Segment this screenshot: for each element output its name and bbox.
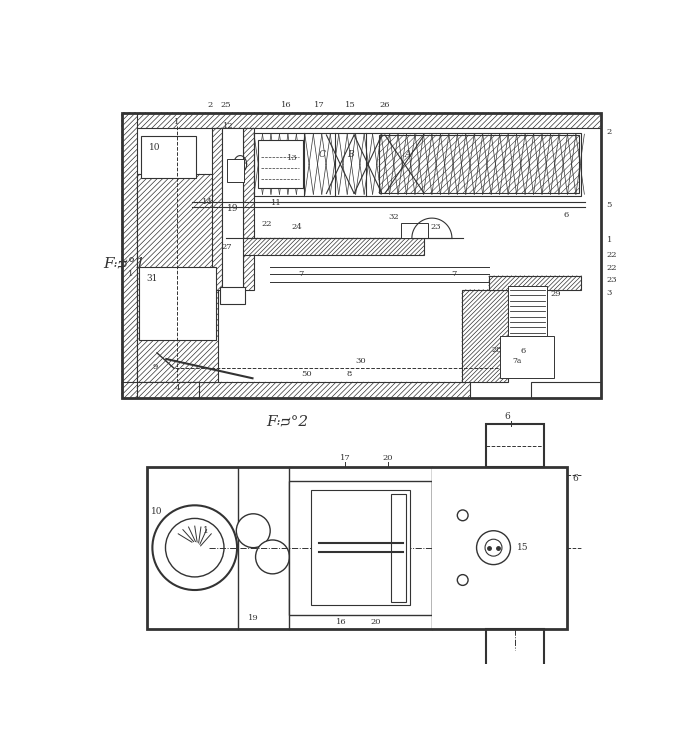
Text: 7: 7 (298, 270, 304, 278)
Bar (432, 467, 567, 629)
Text: 30: 30 (355, 357, 365, 365)
Text: 16: 16 (281, 101, 292, 109)
Text: 2: 2 (607, 128, 612, 136)
Text: 19: 19 (248, 614, 258, 621)
Text: 11: 11 (271, 199, 281, 207)
Text: B: B (347, 151, 354, 160)
Bar (401, 223, 428, 238)
Text: 25: 25 (220, 101, 231, 109)
Bar (122, 113, 137, 398)
Bar (486, 629, 543, 671)
Text: 6: 6 (504, 413, 510, 421)
Text: 4: 4 (174, 384, 180, 392)
Text: 28: 28 (491, 346, 502, 354)
Text: 20: 20 (371, 618, 382, 627)
Text: 50: 50 (301, 371, 312, 378)
Text: Fᴞ°2: Fᴞ°2 (266, 414, 309, 428)
Text: 10: 10 (150, 507, 162, 516)
Bar (213, 128, 222, 289)
Bar (227, 159, 244, 182)
Text: 12: 12 (223, 122, 234, 131)
Text: 20: 20 (382, 454, 393, 462)
Text: 7: 7 (452, 270, 457, 278)
Text: 2: 2 (207, 101, 213, 109)
Bar (508, 286, 547, 336)
Circle shape (457, 510, 468, 521)
Bar (137, 382, 199, 398)
Text: 7a: 7a (512, 357, 522, 365)
Text: 22: 22 (261, 220, 272, 228)
Circle shape (153, 505, 237, 590)
Text: 6: 6 (564, 211, 568, 219)
Bar (311, 490, 410, 606)
Text: 15: 15 (517, 543, 528, 552)
Text: 6: 6 (573, 474, 579, 483)
Bar (244, 128, 254, 289)
Text: 3: 3 (607, 289, 612, 297)
Text: 1: 1 (204, 526, 209, 535)
Bar (122, 113, 601, 398)
Text: 1: 1 (607, 236, 612, 244)
Bar (220, 286, 245, 304)
Bar (391, 494, 407, 601)
Text: C: C (318, 151, 326, 160)
Text: 22: 22 (607, 251, 617, 259)
Text: 23: 23 (607, 276, 617, 283)
Text: 24: 24 (292, 223, 302, 231)
Bar (147, 467, 567, 629)
Bar (141, 136, 196, 178)
Text: 10: 10 (149, 142, 160, 151)
Text: 16: 16 (336, 618, 346, 627)
Text: 22: 22 (607, 264, 617, 272)
Text: 29: 29 (550, 289, 561, 298)
Bar (254, 133, 581, 195)
Text: 15: 15 (345, 101, 356, 109)
Text: 27: 27 (221, 242, 232, 251)
Text: 13: 13 (287, 154, 298, 162)
Bar (137, 175, 218, 382)
Circle shape (237, 514, 270, 548)
Bar (122, 113, 601, 398)
Text: 1: 1 (128, 270, 133, 278)
Text: 32: 32 (388, 213, 399, 221)
Text: 1: 1 (174, 118, 180, 126)
Bar (290, 480, 432, 615)
Bar (531, 382, 601, 398)
Bar (222, 128, 244, 289)
Circle shape (477, 530, 510, 565)
Bar (500, 336, 554, 378)
Text: 17: 17 (340, 454, 351, 462)
Text: A: A (405, 151, 412, 160)
Bar (139, 266, 216, 339)
Bar (379, 135, 579, 193)
Circle shape (457, 574, 468, 586)
Text: 6: 6 (521, 348, 526, 355)
Bar (147, 467, 567, 629)
Text: Fᴞ°1: Fᴞ°1 (103, 257, 145, 271)
Bar (122, 382, 470, 398)
Bar (489, 276, 581, 289)
Text: 26: 26 (379, 101, 390, 109)
Text: 8: 8 (346, 371, 351, 378)
Bar (239, 238, 424, 255)
Text: 5: 5 (607, 201, 612, 209)
Bar (122, 113, 601, 128)
Text: 31: 31 (147, 274, 158, 283)
Bar (258, 140, 302, 188)
Text: 9: 9 (152, 363, 158, 371)
Bar (462, 289, 508, 382)
Circle shape (256, 540, 290, 574)
Text: 17: 17 (314, 101, 325, 109)
Bar (486, 424, 543, 467)
Text: 14: 14 (202, 198, 214, 206)
Text: 19: 19 (227, 204, 238, 213)
Text: 23: 23 (430, 222, 441, 231)
